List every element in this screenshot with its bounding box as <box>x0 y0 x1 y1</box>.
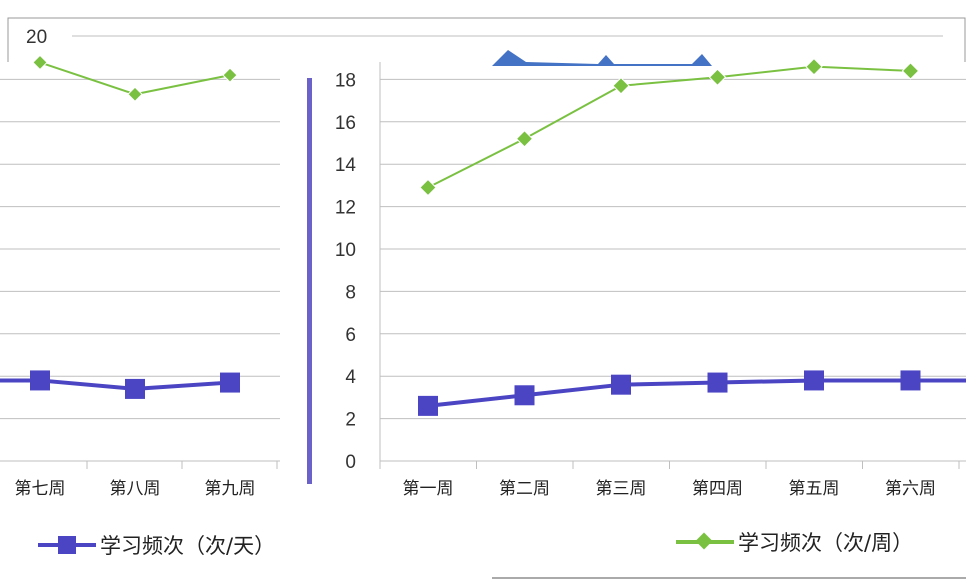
series-point-per-week <box>612 77 630 95</box>
series-point-per-day <box>804 370 824 391</box>
series-point-per-week <box>708 68 727 86</box>
series-point-per-week <box>419 178 437 197</box>
series-point-per-day <box>514 385 535 406</box>
x-category-label-left: 第九周 <box>205 479 256 499</box>
legend-label-per-day: 学习频次（次/天） <box>100 534 276 558</box>
legend-swatch-diamond <box>676 532 734 551</box>
top-frame-border <box>7 17 966 62</box>
y-tick-label: 10 <box>335 240 356 261</box>
series-point-per-week-left <box>222 67 238 83</box>
series-point-per-day <box>611 374 631 395</box>
series-point-per-day <box>900 370 921 391</box>
series-point-per-week-left <box>127 86 143 102</box>
area-series <box>412 50 760 66</box>
series-point-per-week <box>901 62 920 80</box>
panel-divider <box>307 78 312 484</box>
y-tick-label: 4 <box>345 367 356 388</box>
series-line-per-week <box>427 65 911 189</box>
series-layer <box>0 54 966 416</box>
series-point-per-day-left <box>220 372 240 393</box>
x-category-label: 第五周 <box>789 479 840 499</box>
series-point-per-day-left <box>125 378 145 399</box>
legend-label-per-week: 学习频次（次/周） <box>738 531 914 555</box>
x-category-label: 第一周 <box>403 479 454 499</box>
x-category-label-left: 第八周 <box>110 479 161 499</box>
y-tick-label: 18 <box>335 70 356 91</box>
y-tick-label: 0 <box>345 452 356 473</box>
axes <box>0 62 966 579</box>
area-shape <box>412 50 760 66</box>
x-category-label: 第四周 <box>692 479 743 499</box>
y-tick-label-top: 20 <box>26 27 47 48</box>
diamond-marker-icon <box>695 532 713 550</box>
x-category-label: 第二周 <box>499 479 550 499</box>
square-marker-icon <box>58 536 76 554</box>
series-point-per-week <box>515 130 534 148</box>
series-point-per-week-left <box>32 54 48 71</box>
labels-layer: 0 2 4 6 8 10 12 14 16 18 第一周 第二周 第三周 第四周 第五周 第六周 第七周 第八周 第… <box>15 70 937 499</box>
legend-swatch-square <box>38 536 96 554</box>
legend-item-per-day: 学习频次（次/天） <box>38 530 275 560</box>
legend-item-per-week: 学习频次（次/周） <box>676 527 913 557</box>
series-point-per-day <box>418 395 438 416</box>
x-category-label: 第三周 <box>596 479 647 499</box>
series-point-per-day-left <box>30 370 50 391</box>
y-tick-label: 14 <box>335 155 357 176</box>
top-axis-frame: 20 <box>7 17 966 62</box>
x-category-label: 第六周 <box>885 479 936 499</box>
y-tick-label: 16 <box>335 113 356 134</box>
y-tick-label: 6 <box>345 325 356 346</box>
series-point-per-day <box>707 372 728 393</box>
y-tick-label: 8 <box>345 282 356 303</box>
y-tick-label: 12 <box>335 198 356 219</box>
series-point-per-week <box>805 57 823 76</box>
gridlines <box>0 78 966 462</box>
series-line-per-day <box>427 378 911 408</box>
y-tick-label: 2 <box>345 410 356 431</box>
x-category-label-left: 第七周 <box>15 479 66 499</box>
